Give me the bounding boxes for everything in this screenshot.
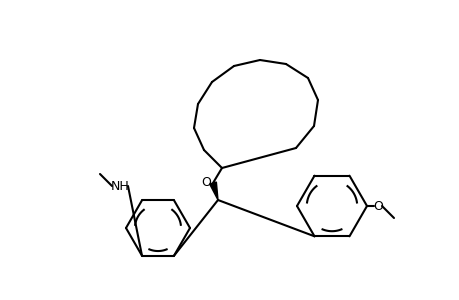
Text: O: O (372, 200, 382, 212)
Polygon shape (209, 182, 218, 200)
Text: NH: NH (110, 179, 129, 193)
Text: O: O (201, 176, 211, 190)
